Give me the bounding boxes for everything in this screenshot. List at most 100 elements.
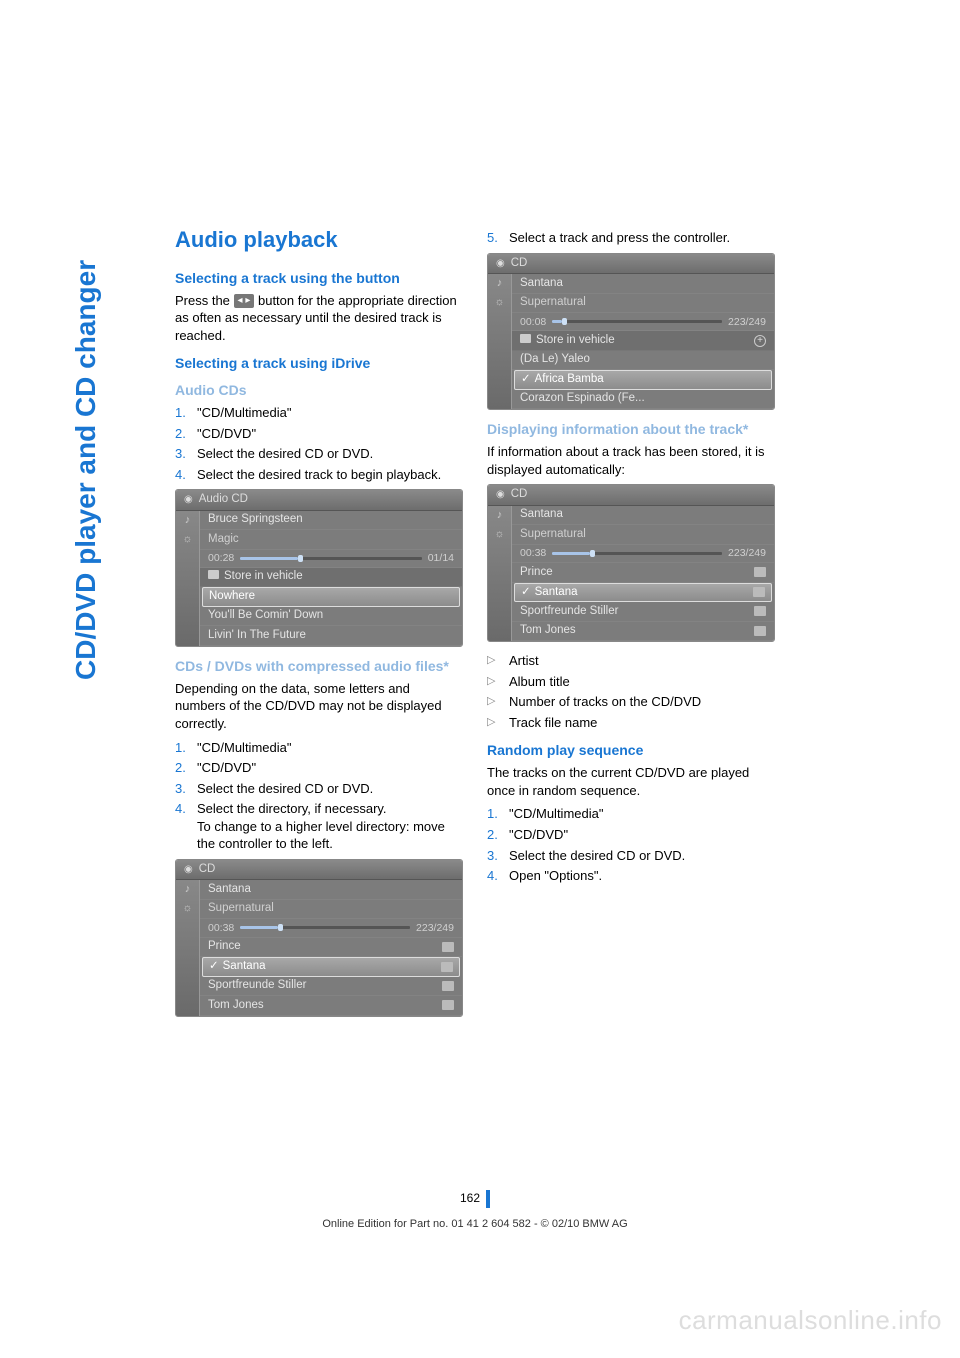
sd-icon: [208, 570, 219, 579]
list-number: 5.: [487, 229, 509, 247]
shot-timebar: 00:38 223/249: [200, 919, 462, 937]
paragraph: The tracks on the current CD/DVD are pla…: [487, 764, 775, 799]
page-title: Audio playback: [175, 225, 463, 255]
shot-row: Corazon Espinado (Fe...: [512, 390, 774, 410]
triangle-bullet-icon: ▷: [487, 673, 509, 691]
shot-title: CD: [511, 487, 528, 503]
list-item: "CD/DVD": [197, 425, 256, 443]
shot-store-row: Store in vehicle+: [512, 331, 774, 351]
list-item: "CD/Multimedia": [197, 739, 291, 757]
folder-icon: [754, 606, 766, 616]
list-number: 2.: [175, 425, 197, 443]
gear-icon: ☼: [494, 295, 504, 310]
shot-album: Supernatural: [512, 525, 774, 545]
list-number: 2.: [175, 759, 197, 777]
shot-row: Livin' In The Future: [200, 626, 462, 646]
triangle-bullet-icon: ▷: [487, 652, 509, 670]
person-icon: ♪: [185, 882, 191, 897]
list-number: 1.: [487, 805, 509, 823]
shot-track-count: 223/249: [416, 921, 454, 935]
plus-icon: +: [754, 335, 766, 347]
shot-album: Magic: [200, 530, 462, 550]
subheading-compressed: CDs / DVDs with compressed audio files*: [175, 657, 463, 676]
shot-store-row: Store in vehicle: [200, 568, 462, 588]
disc-icon: ◉: [184, 493, 193, 507]
page-number: 162: [175, 1190, 775, 1208]
subheading-audio-cds: Audio CDs: [175, 381, 463, 400]
check-icon: ✓: [521, 586, 531, 598]
heading-select-button: Selecting a track using the button: [175, 269, 463, 288]
list-item: Select the desired CD or DVD.: [509, 847, 685, 865]
edition-line: Online Edition for Part no. 01 41 2 604 …: [175, 1218, 775, 1230]
folder-icon: [442, 1000, 454, 1010]
shot-row-selected: Nowhere: [202, 587, 460, 607]
shot-sidebar: ♪☼: [488, 506, 512, 641]
shot-timebar: 00:38 223/249: [512, 545, 774, 563]
shot-artist: Santana: [512, 274, 774, 294]
list-number: 3.: [175, 445, 197, 463]
idrive-screenshot-audio-cd: ◉Audio CD ♪☼ Bruce Springsteen Magic 00:…: [175, 489, 463, 647]
shot-sidebar: ♪☼: [488, 274, 512, 409]
ordered-list: 1."CD/Multimedia" 2."CD/DVD" 3.Select th…: [487, 805, 775, 884]
shot-row: Prince: [200, 938, 462, 958]
shot-row-selected: ✓Santana: [514, 583, 772, 603]
text: Press the: [175, 293, 234, 308]
idrive-screenshot-tracks: ◉CD ♪☼ Santana Supernatural 00:08 223/24…: [487, 253, 775, 411]
sidebar-section-label: CD/DVD player and CD changer: [70, 260, 102, 680]
list-item: Album title: [509, 673, 570, 691]
paragraph: If information about a track has been st…: [487, 443, 775, 478]
list-item: "CD/DVD": [197, 759, 256, 777]
paragraph: Press the ◂ ▸ button for the appropriate…: [175, 292, 463, 345]
list-number: 4.: [487, 867, 509, 885]
shot-artist: Santana: [200, 880, 462, 900]
list-item: Select the directory, if necessary. To c…: [197, 800, 463, 853]
shot-album: Supernatural: [200, 900, 462, 920]
folder-icon: [442, 942, 454, 952]
list-item: Select the desired CD or DVD.: [197, 780, 373, 798]
list-number: 2.: [487, 826, 509, 844]
triangle-bullet-icon: ▷: [487, 714, 509, 732]
shot-row-selected: ✓Africa Bamba: [514, 370, 772, 390]
heading-select-idrive: Selecting a track using iDrive: [175, 354, 463, 373]
list-number: 3.: [175, 780, 197, 798]
left-column: Audio playback Selecting a track using t…: [175, 225, 463, 1027]
shot-artist: Bruce Springsteen: [200, 511, 462, 531]
list-item: Select a track and press the controller.: [509, 229, 730, 247]
list-item: "CD/Multimedia": [197, 404, 291, 422]
check-icon: ✓: [209, 960, 219, 972]
list-item: Open "Options".: [509, 867, 602, 885]
ordered-list: 1."CD/Multimedia" 2."CD/DVD" 3.Select th…: [175, 739, 463, 853]
list-item: Select the desired track to begin playba…: [197, 466, 441, 484]
shot-timebar: 00:28 01/14: [200, 550, 462, 568]
shot-time: 00:38: [208, 921, 234, 935]
watermark: carmanualsonline.info: [679, 1305, 942, 1336]
paragraph: Depending on the data, some letters and …: [175, 680, 463, 733]
check-icon: ✓: [521, 373, 531, 385]
list-item: "CD/DVD": [509, 826, 568, 844]
shot-album: Supernatural: [512, 294, 774, 314]
shot-sidebar: ♪☼: [176, 511, 200, 646]
person-icon: ♪: [185, 513, 191, 528]
shot-row-selected: ✓Santana: [202, 957, 460, 977]
idrive-screenshot-folders: ◉CD ♪☼ Santana Supernatural 00:38 223/24…: [175, 859, 463, 1017]
list-item: Track file name: [509, 714, 597, 732]
right-column: 5.Select a track and press the controlle…: [487, 225, 775, 1027]
gear-icon: ☼: [182, 532, 192, 547]
folder-icon: [754, 567, 766, 577]
list-number: 1.: [175, 739, 197, 757]
disc-icon: ◉: [496, 257, 505, 271]
list-item: Artist: [509, 652, 539, 670]
ordered-list: 1."CD/Multimedia" 2."CD/DVD" 3.Select th…: [175, 404, 463, 483]
shot-row: Sportfreunde Stiller: [512, 602, 774, 622]
list-item: "CD/Multimedia": [509, 805, 603, 823]
heading-random: Random play sequence: [487, 741, 775, 760]
shot-sidebar: ♪☼: [176, 880, 200, 1015]
page-number-bar: [486, 1190, 490, 1208]
shot-row: Tom Jones: [512, 622, 774, 642]
ordered-list: 5.Select a track and press the controlle…: [487, 229, 775, 247]
seek-button-icon: ◂ ▸: [234, 294, 255, 308]
shot-time: 00:08: [520, 315, 546, 329]
list-item: Select the desired CD or DVD.: [197, 445, 373, 463]
folder-icon: [753, 587, 765, 597]
page-content: Audio playback Selecting a track using t…: [175, 225, 775, 1027]
